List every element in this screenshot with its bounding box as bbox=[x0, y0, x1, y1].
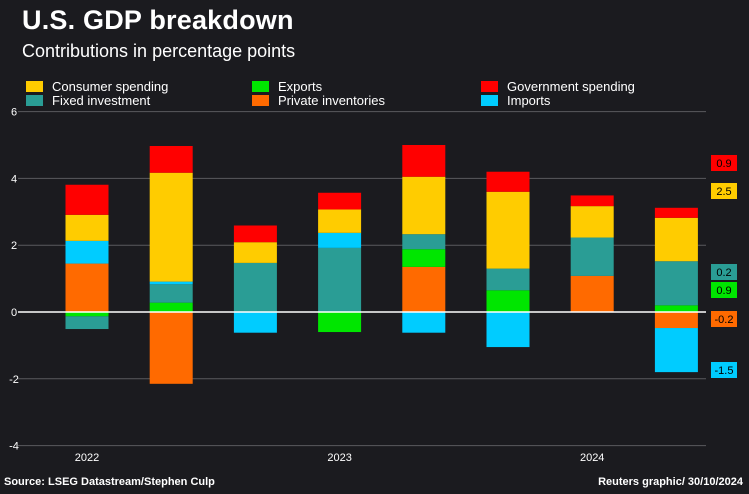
bar-government-spending bbox=[149, 146, 193, 173]
bar-private-inventories bbox=[654, 312, 698, 329]
x-tick-label: 2022 bbox=[75, 452, 99, 464]
latest-label-box-exports bbox=[711, 282, 737, 298]
bar-government-spending bbox=[654, 207, 698, 218]
legend-swatch bbox=[252, 94, 269, 106]
latest-label-consumer-spending: 2.5 bbox=[716, 186, 731, 198]
y-tick-label: -2 bbox=[9, 374, 19, 386]
legend-item-exports: Exports bbox=[252, 78, 323, 94]
legend-label: Government spending bbox=[507, 78, 635, 94]
bar-consumer-spending bbox=[402, 176, 446, 235]
bar-consumer-spending bbox=[65, 214, 109, 241]
legend-item-consumer-spending: Consumer spending bbox=[26, 78, 169, 94]
latest-label-box-government-spending bbox=[711, 155, 737, 171]
legend-swatch bbox=[26, 80, 43, 92]
bar-exports bbox=[149, 302, 193, 312]
bar-imports bbox=[233, 312, 277, 333]
bar-fixed-investment bbox=[570, 237, 614, 276]
bar-private-inventories bbox=[402, 266, 446, 312]
legend-item-fixed-investment: Fixed investment bbox=[26, 92, 151, 108]
bar-government-spending bbox=[233, 225, 277, 243]
bar-imports bbox=[654, 328, 698, 373]
latest-label-box-fixed-investment bbox=[711, 264, 737, 280]
bar-private-inventories bbox=[570, 275, 614, 312]
legend-label: Private inventories bbox=[278, 92, 385, 108]
y-tick-label: 4 bbox=[11, 173, 17, 185]
latest-label-government-spending: 0.9 bbox=[716, 158, 731, 170]
bar-government-spending bbox=[486, 171, 530, 192]
bar-fixed-investment bbox=[654, 261, 698, 306]
bar-consumer-spending bbox=[233, 242, 277, 263]
bar-imports bbox=[318, 232, 362, 248]
bar-government-spending bbox=[65, 184, 109, 215]
bar-government-spending bbox=[318, 192, 362, 210]
latest-label-imports: -1.5 bbox=[715, 365, 734, 377]
bar-private-inventories bbox=[65, 263, 109, 312]
legend-label: Fixed investment bbox=[52, 92, 151, 108]
legend-label: Imports bbox=[507, 92, 551, 108]
bar-government-spending bbox=[570, 195, 614, 207]
legend-label: Exports bbox=[278, 78, 323, 94]
legend: Consumer spending Fixed investment Expor… bbox=[0, 78, 749, 108]
bar-imports bbox=[149, 281, 193, 285]
legend-item-private-inventories: Private inventories bbox=[252, 92, 385, 108]
legend-item-imports: Imports bbox=[481, 92, 551, 108]
bar-consumer-spending bbox=[149, 172, 193, 282]
latest-label-exports: 0.9 bbox=[716, 285, 731, 297]
latest-label-box-imports bbox=[711, 362, 737, 378]
legend-item-government-spending: Government spending bbox=[481, 78, 635, 94]
legend-swatch bbox=[481, 80, 498, 92]
bar-fixed-investment bbox=[149, 284, 193, 303]
bar-consumer-spending bbox=[570, 206, 614, 238]
bar-fixed-investment bbox=[486, 268, 530, 291]
bar-consumer-spending bbox=[318, 209, 362, 233]
bar-government-spending bbox=[402, 145, 446, 177]
latest-label-fixed-investment: 0.2 bbox=[716, 267, 731, 279]
bar-exports bbox=[318, 312, 362, 333]
bar-exports bbox=[65, 312, 109, 317]
latest-label-box-consumer-spending bbox=[711, 183, 737, 199]
credit-note: Reuters graphic/ 30/10/2024 bbox=[598, 476, 743, 488]
bar-imports bbox=[486, 312, 530, 348]
bar-private-inventories bbox=[149, 312, 193, 384]
bar-imports bbox=[402, 312, 446, 333]
bar-fixed-investment bbox=[65, 316, 109, 330]
bar-consumer-spending bbox=[654, 217, 698, 262]
bar-fixed-investment bbox=[318, 247, 362, 312]
legend-swatch bbox=[481, 94, 498, 106]
y-tick-label: 6 bbox=[11, 107, 17, 119]
legend-swatch bbox=[26, 94, 43, 106]
bar-exports bbox=[402, 249, 446, 267]
y-tick-label: 2 bbox=[11, 240, 17, 252]
latest-label-box-private-inventories bbox=[711, 311, 737, 327]
bar-consumer-spending bbox=[486, 191, 530, 269]
x-tick-label: 2024 bbox=[580, 452, 604, 464]
bar-exports bbox=[654, 305, 698, 312]
chart-subtitle: Contributions in percentage points bbox=[22, 41, 296, 61]
legend-label: Consumer spending bbox=[52, 78, 169, 94]
chart-title: U.S. GDP breakdown bbox=[22, 5, 294, 35]
latest-label-private-inventories: -0.2 bbox=[715, 314, 734, 326]
y-tick-label: -4 bbox=[9, 441, 19, 453]
bar-fixed-investment bbox=[233, 262, 277, 312]
bar-imports bbox=[65, 240, 109, 264]
source-note: Source: LSEG Datastream/Stephen Culp bbox=[4, 476, 215, 488]
x-tick-label: 2023 bbox=[327, 452, 351, 464]
legend-swatch bbox=[252, 80, 269, 92]
bar-fixed-investment bbox=[402, 234, 446, 250]
bar-exports bbox=[486, 290, 530, 312]
y-tick-label: 0 bbox=[11, 307, 17, 319]
